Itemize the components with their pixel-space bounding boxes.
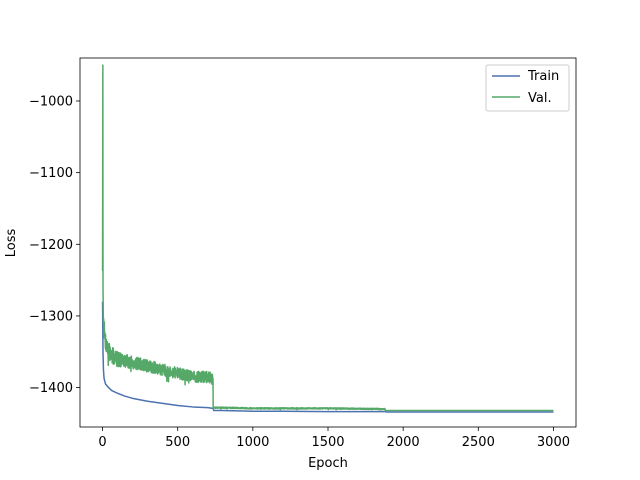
legend-label-train: Train [527,69,559,84]
x-tick-label: 500 [165,435,190,450]
y-tick-label: −1200 [29,238,73,253]
legend-label-val: Val. [528,91,552,106]
y-tick-label: −1000 [29,94,73,109]
x-tick-label: 2000 [387,435,420,450]
x-tick-label: 2500 [462,435,495,450]
y-tick-label: −1300 [29,309,73,324]
x-tick-label: 3000 [537,435,570,450]
y-tick-label: −1400 [29,381,73,396]
series-line-val [101,64,555,412]
y-axis-label: Loss [4,229,19,258]
plot-lines [101,64,555,413]
y-tick-label: −1100 [29,166,73,181]
x-tick-label: 0 [98,435,106,450]
x-tick-label: 1500 [311,435,344,450]
x-axis-ticks: 0 500 1000 1500 2000 2500 3000 [98,427,570,450]
y-axis-ticks: −1000 −1100 −1200 −1300 −1400 [29,94,80,396]
x-axis-label: Epoch [308,456,348,471]
series-line-train [101,301,554,413]
legend: Train Val. [485,64,570,112]
x-tick-label: 1000 [236,435,269,450]
